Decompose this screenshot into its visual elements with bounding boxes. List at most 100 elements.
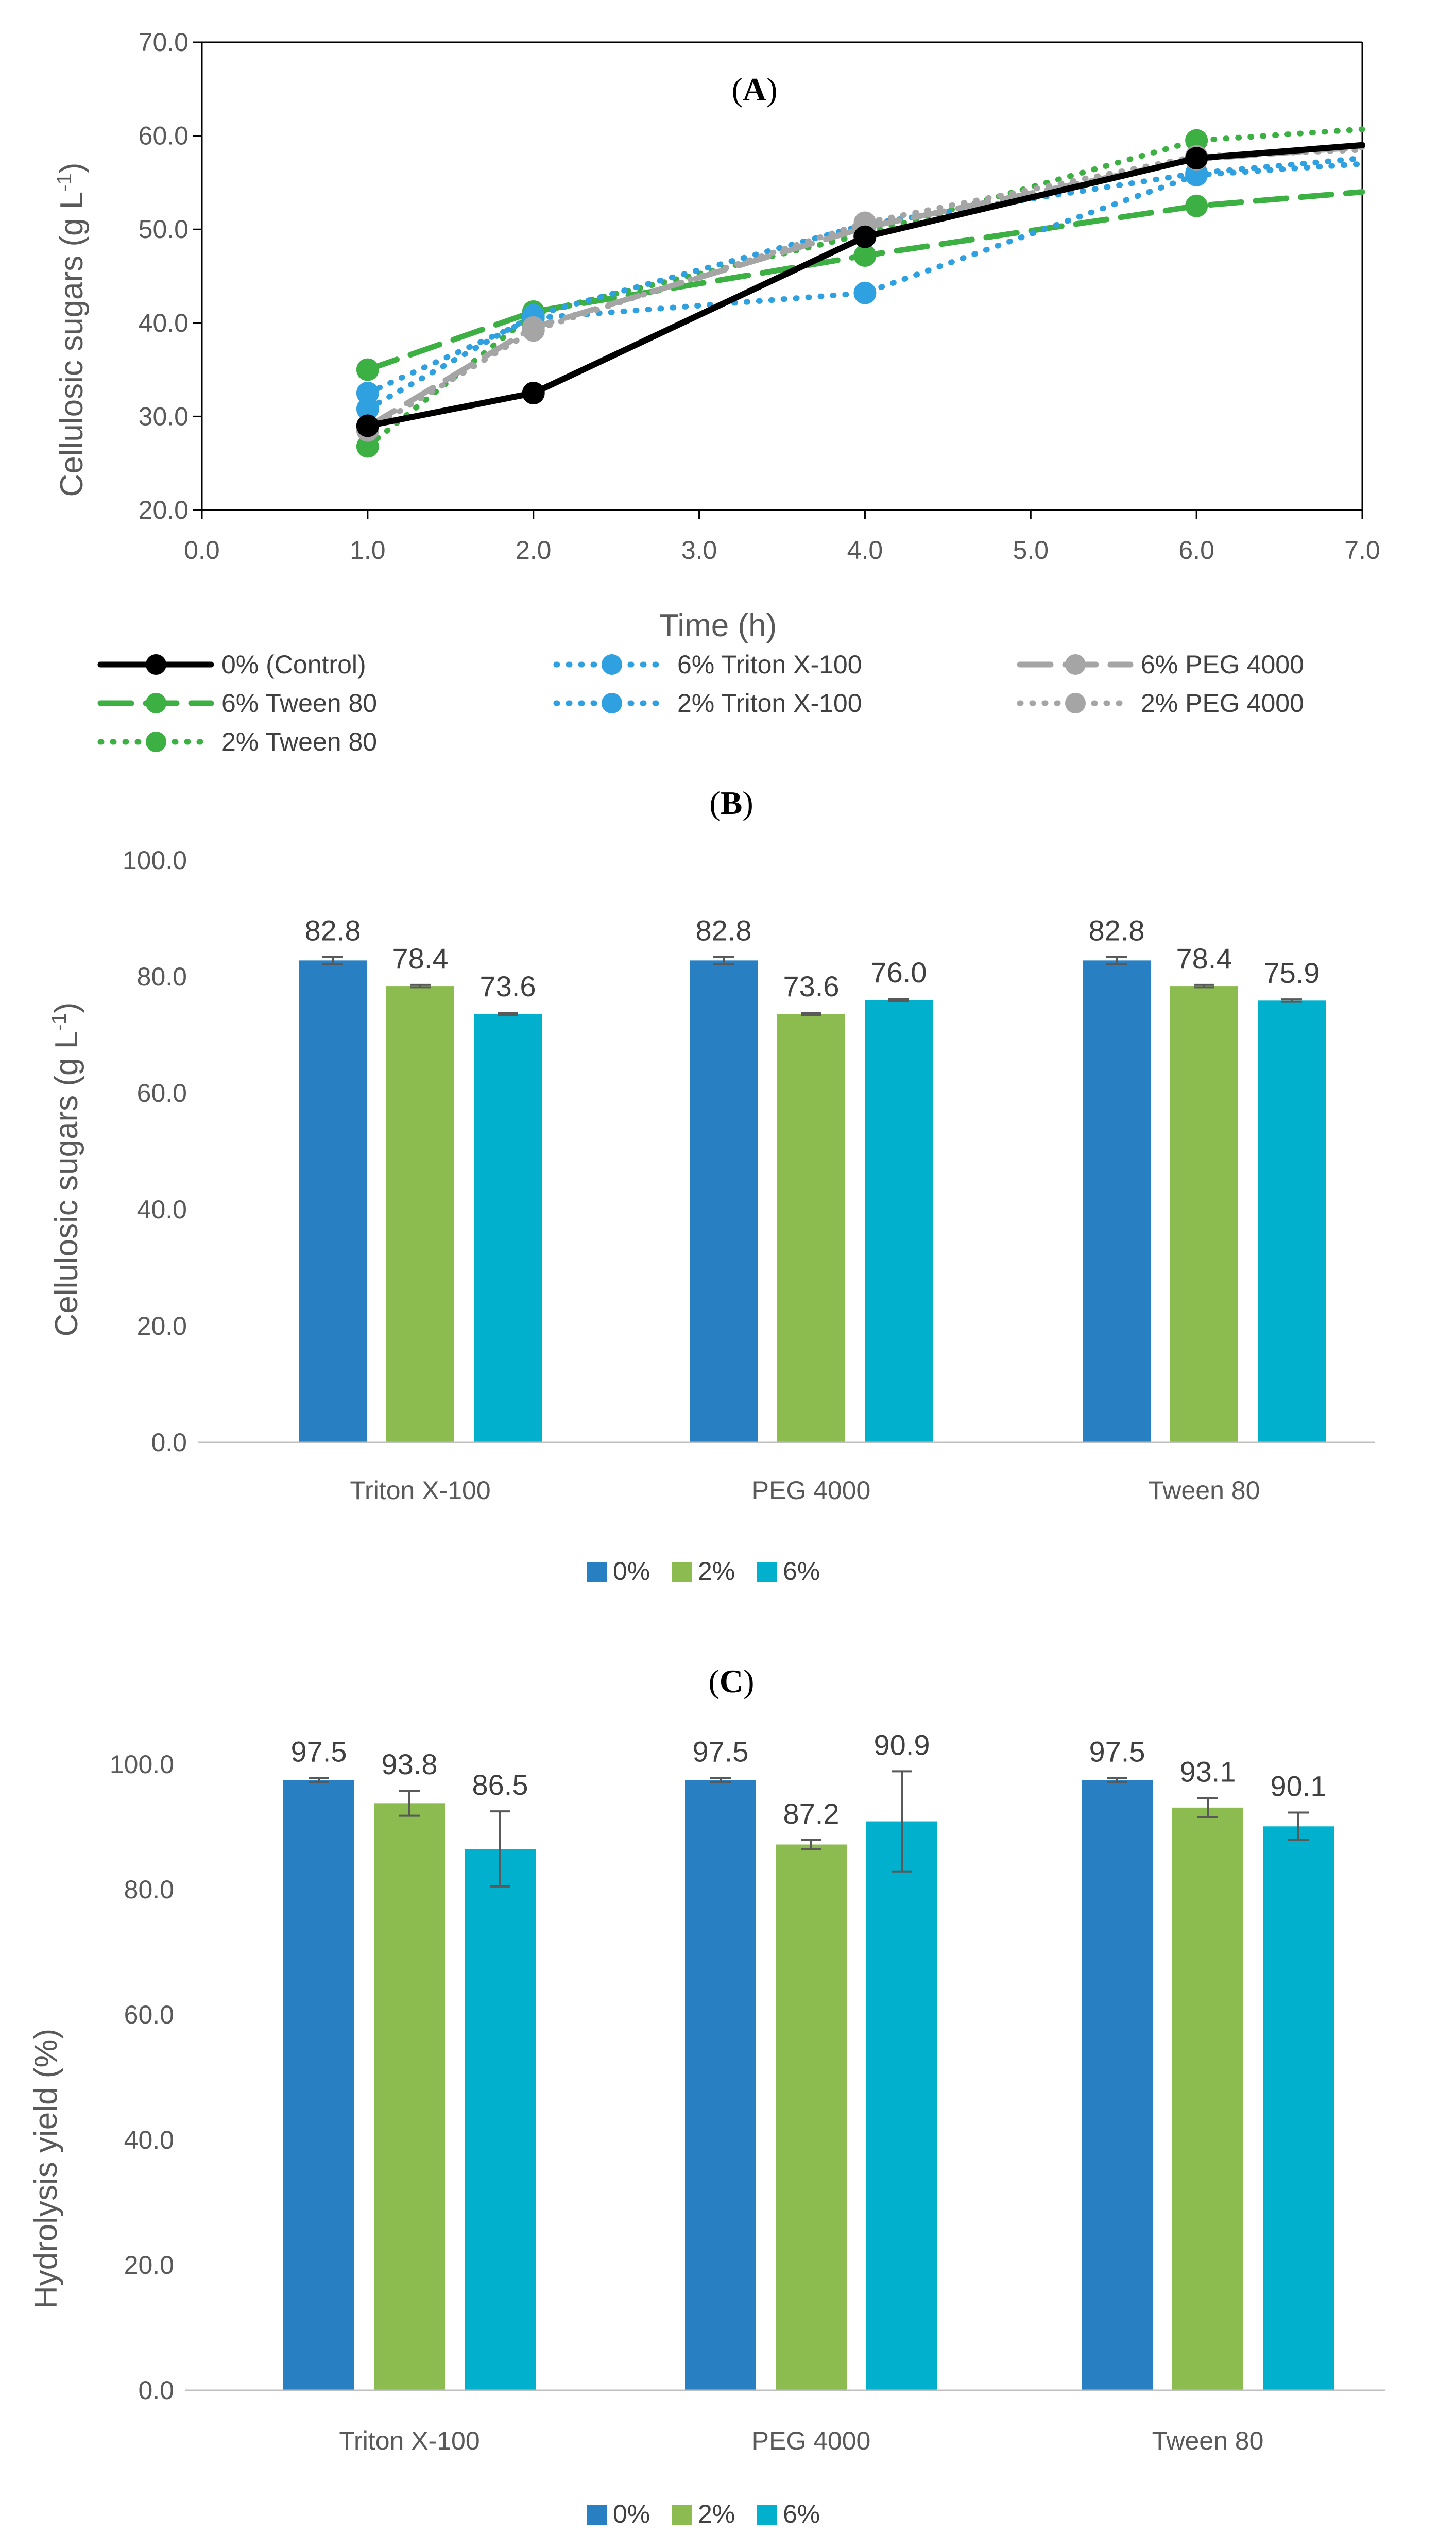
legend-item-6-tween-80: 6% Tween 80 bbox=[97, 689, 377, 718]
data-label-peg-4000-6: 76.0 bbox=[871, 956, 927, 989]
panel-a-x-tick-label: 3.0 bbox=[681, 536, 717, 565]
panel-a-x-tick-label: 5.0 bbox=[1013, 536, 1049, 565]
panel-a-y-tick-label: 70.0 bbox=[139, 28, 189, 57]
line-6-triton-x-100 bbox=[365, 161, 1365, 396]
legend-label-2-triton-x-100: 2% Triton X-100 bbox=[677, 689, 862, 718]
point-2-peg-4000 bbox=[522, 319, 545, 342]
panel-b-y-axis-title: Cellulosic sugars (g L-1) bbox=[48, 1002, 84, 1337]
panel-a-x-tick-label: 2.0 bbox=[516, 536, 552, 565]
error-bar-triton-x-100-0 bbox=[322, 956, 343, 965]
panel-a-x-tick-label: 6.0 bbox=[1178, 536, 1214, 565]
error-bar-peg-4000-0 bbox=[710, 1777, 731, 1783]
legend-swatch bbox=[587, 1562, 607, 1582]
panel-b-y-ticks: 0.0 20.0 40.0 60.0 80.0 100.0 bbox=[123, 846, 187, 1457]
panel-a-y-tick-label: 20.0 bbox=[139, 496, 189, 524]
error-bar-peg-4000-6 bbox=[888, 997, 909, 1002]
panel-c-y-ticks: 0.0 20.0 40.0 60.0 80.0 100.0 bbox=[110, 1750, 174, 2405]
panel-b-category-label: Triton X-100 bbox=[350, 1476, 490, 1505]
point-0-control bbox=[1185, 147, 1208, 170]
panel-b-y-tick-label: 80.0 bbox=[137, 962, 187, 991]
bar-peg-4000-2 bbox=[777, 1014, 845, 1442]
panel-c-y-tick-label: 100.0 bbox=[110, 1750, 174, 1779]
panel-c-y-axis-title: Hydrolysis yield (%) bbox=[28, 2029, 64, 2309]
bar-triton-x-100-0 bbox=[299, 960, 367, 1442]
legend-swatch bbox=[672, 2505, 692, 2525]
error-bar-tween-80-6 bbox=[1288, 1811, 1309, 1842]
legend-swatch bbox=[587, 2505, 607, 2525]
data-label-peg-4000-0: 82.8 bbox=[696, 914, 752, 947]
panel-a-x-tick-label: 1.0 bbox=[350, 536, 386, 565]
panel-c-y-tick-label: 60.0 bbox=[124, 2000, 174, 2029]
panel-c-y-tick-label: 0.0 bbox=[138, 2376, 174, 2405]
data-label-tween-80-0: 82.8 bbox=[1089, 914, 1145, 947]
point-2-tween-80 bbox=[356, 435, 379, 458]
bar-triton-x-100-6 bbox=[474, 1014, 542, 1442]
point-0-control bbox=[853, 225, 877, 248]
legend-label-6-peg-4000: 6% PEG 4000 bbox=[1141, 650, 1304, 679]
data-label-peg-4000-6: 90.9 bbox=[874, 1728, 930, 1761]
error-bar-triton-x-100-2 bbox=[399, 1790, 420, 1817]
bar-tween-80-0 bbox=[1082, 1780, 1153, 2390]
legend-label: 0% bbox=[613, 1557, 650, 1586]
panel-a-y-tick-label: 30.0 bbox=[139, 402, 189, 431]
legend-item-2: 2% bbox=[672, 1557, 735, 1586]
error-bar-triton-x-100-0 bbox=[309, 1777, 329, 1783]
panel-b-legend: 0% 2% 6% bbox=[587, 1557, 820, 1586]
legend-swatch bbox=[757, 1562, 777, 1582]
point-0-control bbox=[522, 382, 545, 404]
error-bar-tween-80-2 bbox=[1194, 983, 1214, 989]
bar-tween-80-2 bbox=[1172, 1807, 1243, 2390]
legend-label: 2% bbox=[698, 1557, 735, 1586]
legend-marker-2-triton-x-100 bbox=[602, 693, 622, 713]
bar-triton-x-100-6 bbox=[465, 1849, 536, 2390]
point-6-triton-x-100 bbox=[853, 281, 877, 304]
bar-tween-80-0 bbox=[1083, 960, 1151, 1442]
legend-swatch bbox=[757, 2505, 777, 2525]
error-bar-triton-x-100-6 bbox=[498, 1012, 518, 1016]
legend-label-2-peg-4000: 2% PEG 4000 bbox=[1141, 689, 1304, 718]
data-label-triton-x-100-2: 93.8 bbox=[382, 1748, 438, 1780]
point-6-tween-80 bbox=[853, 244, 877, 267]
panel-c-category-label: Tween 80 bbox=[1152, 2426, 1264, 2455]
legend-item-0: 0% bbox=[587, 1557, 650, 1586]
data-label-triton-x-100-0: 97.5 bbox=[291, 1736, 347, 1768]
panel-c-bar-chart: (C) 0.0 20.0 40.0 60.0 80.0 100.0 97.5 93.8 86.5… bbox=[28, 1663, 1385, 2528]
error-bar-peg-4000-0 bbox=[713, 956, 734, 965]
legend-item-6-peg-4000: 6% PEG 4000 bbox=[1017, 650, 1304, 679]
error-bar-peg-4000-2 bbox=[801, 1839, 821, 1850]
series-0-control bbox=[356, 142, 1365, 437]
panel-a-y-tick-label: 50.0 bbox=[139, 215, 189, 244]
panel-a-legend: 0% (Control) 6% Tween 80 2% Tween 80 6% Tri… bbox=[97, 650, 1304, 756]
error-bar-tween-80-0 bbox=[1107, 1777, 1127, 1783]
legend-label-0-control: 0% (Control) bbox=[221, 650, 366, 679]
legend-label-2-tween-80: 2% Tween 80 bbox=[221, 727, 377, 756]
legend-label: 2% bbox=[698, 2500, 735, 2528]
panel-b-y-tick-label: 0.0 bbox=[151, 1428, 187, 1457]
legend-item-6-triton-x-100: 6% Triton X-100 bbox=[553, 650, 862, 679]
bar-peg-4000-2 bbox=[776, 1844, 847, 2390]
panel-b-y-tick-label: 20.0 bbox=[137, 1312, 187, 1340]
data-label-tween-80-6: 75.9 bbox=[1264, 957, 1320, 989]
bar-tween-80-2 bbox=[1170, 986, 1238, 1442]
legend-item-2: 2% bbox=[672, 2500, 735, 2528]
error-bar-triton-x-100-2 bbox=[410, 983, 431, 989]
panel-a-x-tick-label: 0.0 bbox=[184, 536, 220, 565]
legend-label-6-tween-80: 6% Tween 80 bbox=[221, 689, 377, 718]
error-bar-peg-4000-6 bbox=[892, 1770, 912, 1873]
bar-triton-x-100-0 bbox=[283, 1780, 354, 2390]
panel-b-category-label: PEG 4000 bbox=[752, 1476, 871, 1505]
bar-peg-4000-0 bbox=[690, 960, 758, 1442]
line-2-tween-80 bbox=[365, 126, 1365, 450]
bar-peg-4000-0 bbox=[685, 1780, 756, 2390]
point-2-triton-x-100 bbox=[356, 397, 379, 420]
legend-label: 6% bbox=[783, 1557, 820, 1586]
data-label-triton-x-100-6: 86.5 bbox=[472, 1769, 528, 1801]
panel-c-category-label: Triton X-100 bbox=[339, 2426, 479, 2455]
legend-marker-0-control bbox=[146, 654, 166, 675]
data-label-tween-80-2: 78.4 bbox=[1176, 942, 1232, 975]
panel-a-y-tick-label: 40.0 bbox=[139, 309, 189, 337]
panel-b-y-tick-label: 40.0 bbox=[137, 1195, 187, 1224]
panel-c-bars: 97.5 93.8 86.5 97.5 87.2 90.9 97.5 93.1 90.1 bbox=[283, 1728, 1334, 2390]
panel-a-label: (A) bbox=[732, 71, 778, 108]
panel-a-x-axis-title: Time (h) bbox=[659, 608, 777, 643]
